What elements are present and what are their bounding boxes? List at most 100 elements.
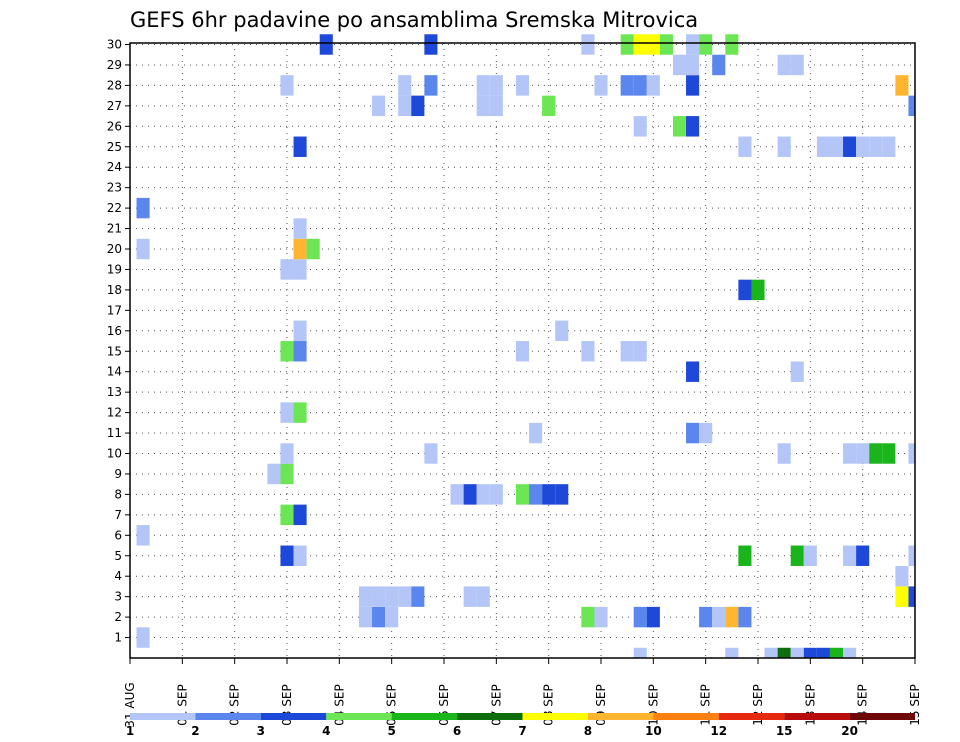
heatmap-cell-bottom — [790, 647, 804, 658]
heatmap-cell — [843, 443, 857, 464]
heatmap-cell — [411, 95, 425, 117]
y-tick-label: 3 — [114, 590, 122, 604]
heatmap-cell — [686, 116, 700, 137]
heatmap-cell — [280, 504, 294, 526]
heatmap-cell — [293, 402, 307, 423]
heatmap-cell — [358, 606, 373, 628]
heatmap-cell — [725, 606, 739, 628]
y-axis-ticks: 1234567891011121314151617181920212223242… — [107, 38, 130, 645]
heatmap-cell — [385, 606, 399, 628]
heatmap-cell — [777, 54, 791, 76]
heatmap-cell — [581, 34, 595, 55]
heatmap-cell — [489, 484, 503, 505]
y-tick-label: 16 — [107, 324, 122, 338]
heatmap-cell — [476, 95, 490, 117]
legend-swatch — [718, 713, 785, 720]
legend-swatch — [849, 713, 915, 720]
y-tick-label: 4 — [114, 569, 122, 583]
legend-label: 10 — [645, 724, 662, 738]
heatmap-cell — [790, 545, 804, 566]
heatmap-cell — [908, 95, 915, 117]
heatmap-cell — [699, 422, 713, 444]
heatmap-cell-bottom — [803, 647, 817, 658]
heatmap-cell — [633, 75, 647, 96]
legend-label: 8 — [584, 724, 592, 738]
legend-swatch — [326, 713, 392, 720]
heatmap-cell — [908, 586, 915, 607]
heatmap-cell — [489, 95, 503, 117]
heatmap-cell — [280, 402, 294, 423]
heatmap-cell — [659, 34, 673, 55]
legend-swatch — [195, 713, 261, 720]
heatmap-cell — [293, 259, 307, 280]
heatmap-cell — [686, 422, 700, 444]
heatmap-cell — [856, 545, 870, 566]
heatmap-cell — [895, 565, 909, 587]
heatmap-cell — [372, 606, 386, 628]
heatmap-cell — [293, 341, 307, 362]
heatmap-cell — [869, 136, 883, 157]
heatmap-cell — [293, 218, 307, 239]
legend-swatch — [130, 713, 196, 720]
heatmap-cell — [738, 545, 752, 566]
y-tick-label: 20 — [107, 242, 122, 256]
y-tick-label: 23 — [107, 181, 122, 195]
heatmap-cell — [463, 586, 477, 607]
heatmap-cell — [777, 443, 791, 464]
y-tick-label: 25 — [107, 140, 122, 154]
heatmap-cell — [712, 606, 726, 628]
y-tick-label: 13 — [107, 385, 122, 399]
heatmap-cell — [136, 238, 150, 260]
heatmap-cell — [699, 34, 713, 55]
heatmap-cell — [293, 545, 307, 566]
heatmap-cell — [293, 136, 307, 157]
legend-label: 15 — [776, 724, 793, 738]
heatmap-cell — [542, 484, 556, 505]
heatmap-cell — [450, 484, 464, 505]
y-tick-label: 30 — [107, 38, 122, 52]
heatmap-cell — [895, 586, 909, 607]
heatmap-cell — [620, 341, 634, 362]
heatmap-cell — [398, 586, 412, 607]
y-tick-label: 29 — [107, 58, 122, 72]
legend-label: 2 — [191, 724, 199, 738]
legend-label: 20 — [841, 724, 858, 738]
heatmap-cell — [529, 422, 543, 444]
legend-label: 7 — [518, 724, 526, 738]
heatmap-cell — [908, 443, 915, 464]
heatmap-cell — [542, 95, 556, 117]
heatmap-cell — [136, 525, 150, 546]
heatmap-cell — [398, 95, 412, 117]
heatmap-cell — [280, 341, 294, 362]
heatmap-cell-bottom — [843, 647, 857, 658]
y-tick-label: 19 — [107, 262, 122, 276]
heatmap-cell — [372, 586, 386, 607]
heatmap-cell — [686, 361, 700, 382]
heatmap-cell — [790, 361, 804, 382]
legend-swatch — [653, 713, 719, 720]
heatmap-cell — [555, 484, 569, 505]
heatmap-cell — [829, 136, 844, 157]
heatmap-cell — [712, 54, 726, 76]
heatmap-cell — [293, 320, 307, 342]
color-legend: 1 2 3 4 5 6 7 8 10 12 15 20 — [126, 713, 915, 738]
heatmap-cell — [358, 586, 373, 607]
heatmap-cell — [790, 54, 804, 76]
heatmap-cell — [751, 279, 765, 301]
heatmap-cell — [555, 320, 569, 342]
legend-swatch — [784, 713, 850, 720]
heatmap-cell — [515, 341, 530, 362]
legend-swatch — [522, 713, 588, 720]
heatmap-cell — [306, 238, 320, 260]
legend-swatch — [391, 713, 458, 720]
heatmap-cell — [476, 75, 490, 96]
heatmap-cell — [856, 443, 870, 464]
legend-swatch — [457, 713, 523, 720]
heatmap-cell — [319, 34, 333, 55]
y-tick-label: 28 — [107, 78, 122, 92]
y-tick-label: 24 — [107, 160, 122, 174]
heatmap-cell — [267, 463, 281, 485]
y-tick-label: 8 — [114, 487, 122, 501]
heatmap-cell-bottom — [725, 647, 739, 658]
heatmap-cell — [476, 586, 490, 607]
